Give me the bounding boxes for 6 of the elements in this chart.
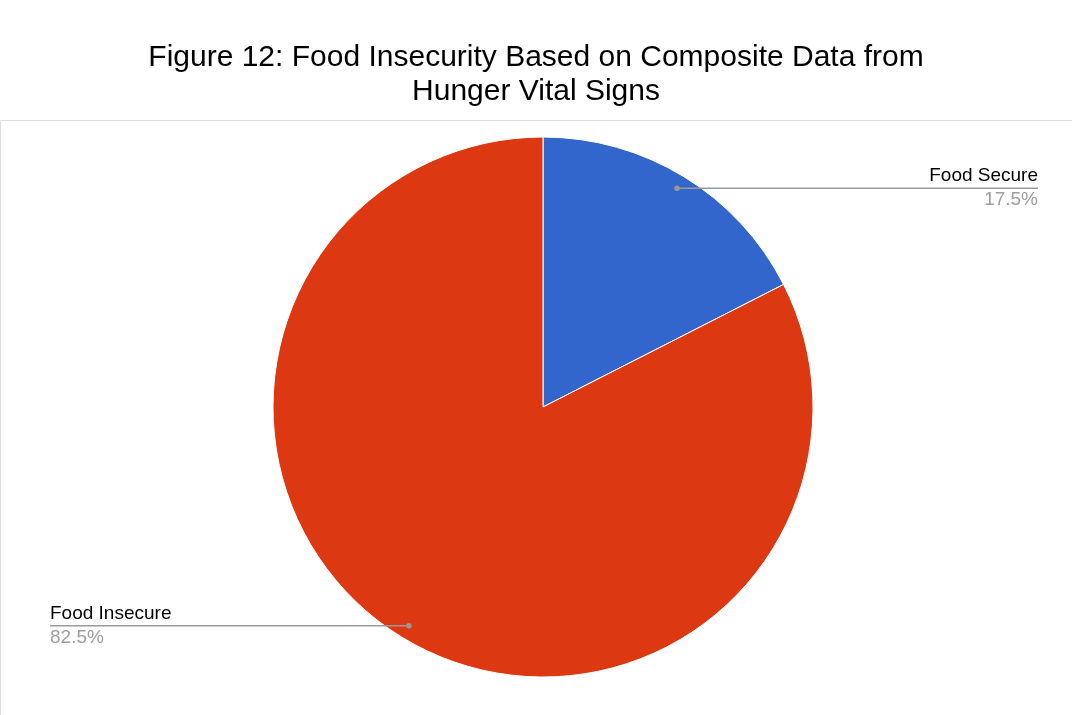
data-label: 82.5% <box>50 625 104 647</box>
data-label: 17.5% <box>984 188 1039 210</box>
slice-label: Food Insecure <box>50 601 172 623</box>
pie-slice <box>272 136 814 678</box>
slice-label: Food Secure <box>929 164 1038 186</box>
chart-title: Figure 12: Food Insecurity Based on Composite Data from Hunger Vital Signs <box>148 39 924 106</box>
